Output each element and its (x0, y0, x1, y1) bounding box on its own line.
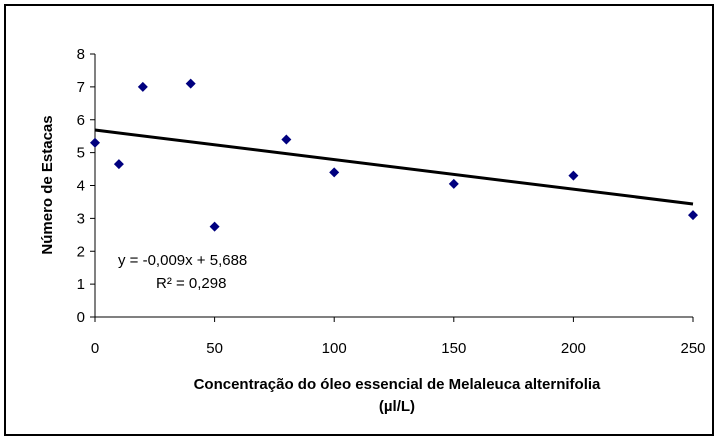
chart-frame (4, 4, 714, 436)
data-point (185, 78, 196, 89)
r-squared-label: R² = 0,298 (156, 275, 226, 292)
data-point (568, 170, 579, 181)
x-tick-label: 100 (322, 340, 347, 357)
y-tick-label: 2 (77, 243, 85, 260)
data-point (688, 210, 698, 221)
data-point (209, 221, 220, 232)
y-tick-label: 7 (77, 79, 85, 96)
data-point (137, 81, 148, 92)
y-tick-label: 1 (77, 276, 85, 293)
trendline-equation: y = -0,009x + 5,688 (118, 252, 247, 269)
x-tick-label: 200 (561, 340, 586, 357)
y-tick-label: 8 (77, 46, 85, 63)
data-point (329, 167, 340, 178)
data-points (90, 78, 698, 232)
y-tick-label: 4 (77, 178, 85, 195)
trendline (94, 128, 694, 206)
y-tick-label: 0 (77, 309, 85, 326)
x-tick-label: 50 (206, 340, 223, 357)
data-point (113, 159, 124, 170)
y-tick-label: 5 (77, 145, 85, 162)
y-axis-title: Número de Estacas (39, 115, 56, 254)
x-axis-title-line1: Concentração do óleo essencial de Melale… (194, 376, 601, 393)
x-tick-label: 250 (680, 340, 705, 357)
data-point (281, 134, 292, 145)
data-point (448, 178, 459, 189)
x-axis-ticks: 0 50 100 150 200 250 (91, 317, 706, 357)
x-tick-label: 0 (91, 340, 99, 357)
y-axis-ticks: 0 1 2 3 4 5 6 7 8 (77, 46, 95, 326)
y-tick-label: 3 (77, 210, 85, 227)
y-tick-label: 6 (77, 112, 85, 129)
x-tick-label: 150 (441, 340, 466, 357)
x-axis-title-line2: (µl/L) (379, 398, 415, 415)
data-point (90, 137, 100, 148)
